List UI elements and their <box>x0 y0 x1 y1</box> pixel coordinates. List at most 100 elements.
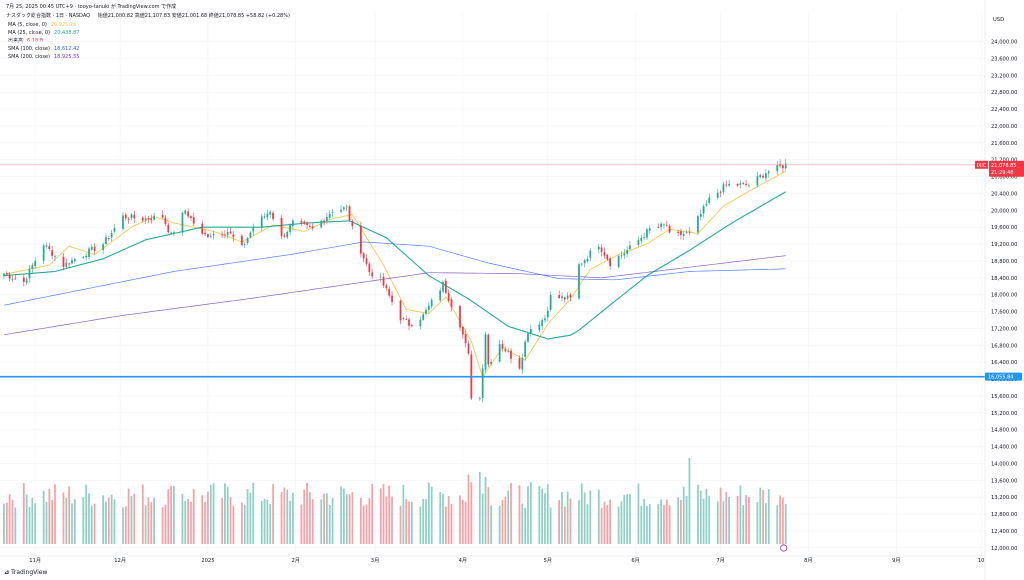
candle-body <box>643 237 645 239</box>
volume-bar <box>739 485 742 544</box>
time-tick-label: 8月 <box>804 557 813 564</box>
chart-header: 7月 25, 2025 00:45 UTC+9 · tooyo-tanuki が… <box>6 3 290 20</box>
candle-body <box>68 263 71 265</box>
price-tick-label: 15,200.00 <box>991 411 1017 417</box>
candle-body <box>776 164 779 172</box>
volume-bar <box>113 499 116 544</box>
volume-bar <box>419 506 422 544</box>
header-symbol-row: ナスダック総合指数 · 1日 · NASDAQ 始値21,080.82 高値21… <box>6 12 290 20</box>
volume-bar <box>379 488 382 544</box>
volume-bar <box>93 503 96 544</box>
candle-body <box>201 223 204 234</box>
volume-bar <box>127 488 130 544</box>
legend-row[interactable]: SMA (100, close) 18,612.42 <box>8 45 79 53</box>
volume-bar <box>782 497 784 544</box>
candle-body <box>280 217 283 237</box>
price-tick-label: 14,800.00 <box>991 428 1017 434</box>
grid-layer <box>0 12 985 556</box>
volume-bar <box>470 482 473 544</box>
candle-body <box>150 218 153 221</box>
candle-body <box>544 318 546 321</box>
price-axis-bg <box>985 0 1024 580</box>
volume-bar <box>609 499 612 544</box>
volume-bar <box>716 501 719 544</box>
price-tick-label: 20,800.00 <box>991 175 1017 181</box>
candle-body <box>130 214 133 219</box>
volume-bar <box>697 484 699 544</box>
candle-body <box>405 319 408 321</box>
volume-bar <box>578 500 580 544</box>
candle-body <box>102 244 105 250</box>
volume-bar <box>501 500 504 544</box>
candle-body <box>705 203 708 206</box>
price-tick-label: 12,800.00 <box>991 512 1017 518</box>
volume-bar <box>252 482 255 544</box>
candle-body <box>164 217 167 224</box>
volume-bar <box>5 502 8 544</box>
volume-bar <box>88 493 90 544</box>
volume-bar <box>133 493 136 544</box>
volume-bar <box>422 498 425 544</box>
volume-bar <box>181 494 184 544</box>
volume-bar <box>405 499 408 544</box>
volume-bar <box>402 484 405 544</box>
volume-bar <box>14 507 17 544</box>
candle-body <box>207 234 209 238</box>
volume-bar <box>558 499 561 544</box>
candle-body <box>685 232 688 234</box>
brand-name: TradingView <box>11 569 48 576</box>
volume-bar <box>430 486 433 544</box>
candle-body <box>252 227 255 232</box>
candle-body <box>110 232 113 238</box>
candle-body <box>371 272 374 277</box>
candle-body <box>173 232 175 234</box>
candle-body <box>161 214 164 218</box>
volume-bar <box>42 490 45 544</box>
candle-body <box>728 183 730 186</box>
price-tick-label: 20,400.00 <box>991 191 1017 197</box>
volume-bar <box>201 495 204 544</box>
legend-row[interactable]: MA (5, close, 0) 20,925.76 <box>8 21 76 29</box>
price-tick-label: 18,800.00 <box>991 259 1017 265</box>
candle-body <box>546 310 549 318</box>
volume-bar <box>586 504 589 544</box>
candle-body <box>133 214 136 219</box>
volume-bar <box>161 507 164 544</box>
candle-body <box>541 320 544 326</box>
volume-bar <box>68 486 71 544</box>
legend-row[interactable]: MA (25, close, 0) 20,438.87 <box>8 29 79 37</box>
candle-body <box>739 183 742 185</box>
price-tick-label: 18,000.00 <box>991 293 1017 299</box>
candle-body <box>425 309 427 314</box>
candle-body <box>784 163 787 169</box>
time-tick-label: 12月 <box>114 557 126 564</box>
candle-body <box>229 231 232 234</box>
candle-body <box>184 210 187 214</box>
volume-bar <box>663 505 665 544</box>
volume-bar <box>147 497 150 544</box>
legend-label: MA (25, close, 0) <box>8 30 51 36</box>
volume-bar <box>399 505 402 544</box>
candle-body <box>629 245 631 250</box>
candle-body <box>756 176 759 186</box>
hline-price-tag <box>985 372 1022 381</box>
candle-body <box>62 256 65 267</box>
candle-body <box>153 215 155 220</box>
candle-body <box>484 334 487 370</box>
volume-bar <box>759 487 762 544</box>
volume-bar <box>589 490 592 544</box>
volume-bar <box>626 494 628 544</box>
volume-bar <box>306 482 308 544</box>
price-tick-label: 24,000.00 <box>991 40 1017 46</box>
candle-body <box>657 227 660 228</box>
candle-body <box>246 238 249 244</box>
volume-bar <box>187 499 189 544</box>
price-tick-label: 23,200.00 <box>991 73 1017 79</box>
candle-body <box>609 258 612 267</box>
candle-body <box>668 225 671 233</box>
candle-body <box>478 398 481 399</box>
volume-bar <box>130 496 133 544</box>
symbol-title[interactable]: ナスダック総合指数 · 1日 · NASDAQ <box>6 13 91 19</box>
legend-row[interactable]: SMA (200, close) 18,925.55 <box>8 53 79 61</box>
